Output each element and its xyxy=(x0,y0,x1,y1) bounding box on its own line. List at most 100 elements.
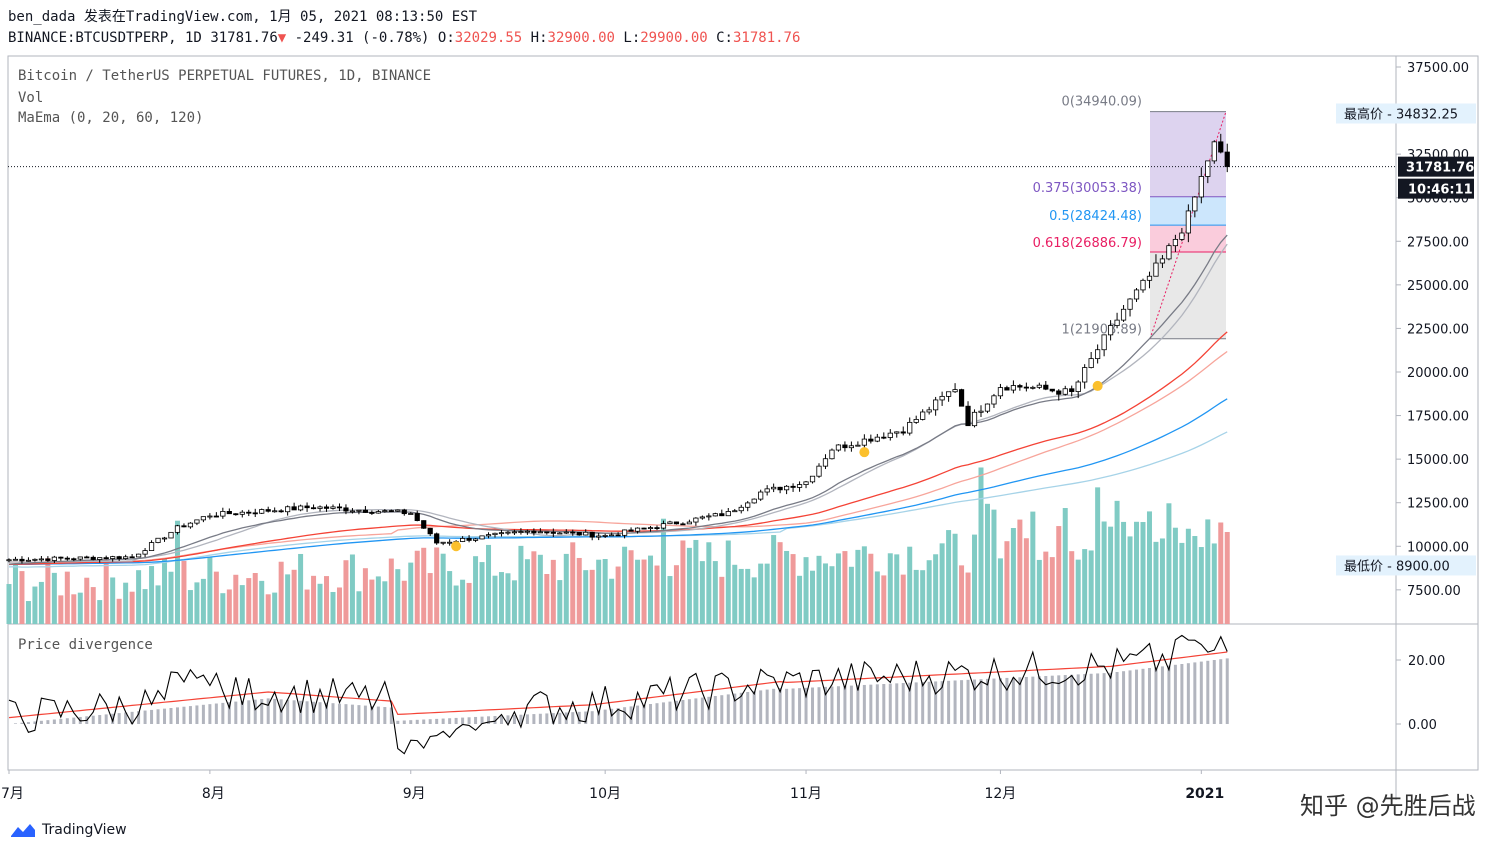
divergence-hist-bar xyxy=(888,683,892,724)
divergence-hist-bar xyxy=(331,703,335,724)
divergence-hist-bar xyxy=(817,687,821,724)
candle-body xyxy=(259,509,265,514)
candle-body xyxy=(745,502,751,508)
volume-bar xyxy=(375,576,381,624)
volume-bar xyxy=(654,565,660,624)
divergence-hist-bar xyxy=(435,718,439,724)
lowest-price-badge xyxy=(1336,555,1476,576)
candle-body xyxy=(958,389,965,407)
volume-bar xyxy=(686,547,692,624)
divergence-hist-bar xyxy=(260,699,264,724)
divergence-hist-bar xyxy=(143,710,147,724)
divergence-hist-bar xyxy=(590,711,594,724)
candle-body xyxy=(330,506,336,509)
brand-label: TradingView xyxy=(42,822,127,838)
candle-body xyxy=(285,506,291,513)
candle-body xyxy=(388,510,394,512)
volume-bar xyxy=(64,571,70,624)
divergence-hist-bar xyxy=(1018,677,1022,724)
volume-bar xyxy=(421,547,427,624)
volume-bar xyxy=(6,584,12,624)
volume-bar xyxy=(1114,500,1120,624)
volume-bar xyxy=(641,559,647,624)
divergence-hist-bar xyxy=(849,685,853,724)
time-tick-label: 10月 xyxy=(589,786,621,802)
candle-body xyxy=(19,558,25,562)
candle-body xyxy=(395,509,401,512)
open-label: O: xyxy=(437,30,455,46)
volume-bar xyxy=(162,558,168,624)
divergence-hist-bar xyxy=(1102,673,1106,724)
candle-body xyxy=(434,533,440,544)
divergence-hist-bar xyxy=(739,692,743,724)
candle-body xyxy=(1030,386,1036,389)
volume-bar xyxy=(168,571,174,624)
volume-bar xyxy=(317,583,323,624)
candle-body xyxy=(790,485,796,488)
divergence-hist-bar xyxy=(1037,676,1041,724)
price-tick-label: 27500.00 xyxy=(1407,235,1469,250)
divergence-hist-bar xyxy=(72,717,76,724)
time-tick-label: 7月 xyxy=(1,786,24,802)
candle-body xyxy=(408,513,414,515)
volume-bar xyxy=(1004,541,1010,624)
volume-bar xyxy=(1185,528,1191,624)
candle-body xyxy=(1140,279,1146,291)
divergence-hist-bar xyxy=(765,689,769,724)
volume-bar xyxy=(557,580,563,624)
price-tick-label: 22500.00 xyxy=(1407,322,1469,337)
volume-bar xyxy=(693,539,699,624)
volume-bar xyxy=(25,601,31,624)
volume-bar xyxy=(758,563,764,624)
candle-body xyxy=(667,521,673,525)
candle-body xyxy=(233,513,239,516)
divergence-hist-bar xyxy=(1070,674,1074,724)
divergence-hist-bar xyxy=(156,709,160,724)
candle-body xyxy=(622,529,628,536)
volume-bar xyxy=(635,559,641,624)
divergence-hist-bar xyxy=(273,698,277,724)
divergence-hist-bar xyxy=(1096,673,1100,724)
divergence-hist-bar xyxy=(1063,675,1067,724)
divergence-hist-bar xyxy=(370,706,374,724)
divergence-hist-bar xyxy=(46,720,50,724)
candle-body xyxy=(265,509,271,512)
divergence-hist-bar xyxy=(1193,662,1197,724)
divergence-hist-bar xyxy=(973,679,977,724)
volume-bar xyxy=(1224,532,1230,624)
candle-body xyxy=(116,556,122,559)
divergence-hist-bar xyxy=(512,715,516,724)
volume-bar xyxy=(511,580,517,624)
volume-bar xyxy=(991,509,997,624)
divergence-hist-bar xyxy=(687,699,691,724)
divergence-hist-bar xyxy=(474,716,478,724)
divergence-hist-bar xyxy=(985,678,989,724)
candle-body xyxy=(485,534,492,537)
divergence-hist-bar xyxy=(454,717,458,724)
divergence-hist-bar xyxy=(681,700,685,724)
candle-body xyxy=(297,505,304,511)
candle-body xyxy=(362,509,369,513)
legend-price-divergence: Price divergence xyxy=(18,637,153,653)
candle-body xyxy=(252,512,258,515)
candle-body xyxy=(654,527,660,530)
volume-bar xyxy=(1082,549,1088,624)
candle-body xyxy=(123,556,129,559)
ma60-line xyxy=(8,331,1228,566)
volume-bar xyxy=(90,587,96,624)
volume-bar xyxy=(349,554,355,624)
fib-label-0: 0(34940.09) xyxy=(1062,95,1142,110)
volume-bar xyxy=(97,600,103,624)
divergence-hist-bar xyxy=(208,704,212,724)
tradingview-brand[interactable]: TradingView xyxy=(10,822,127,838)
countdown-label: 10:46:11 xyxy=(1408,183,1473,198)
divergence-hist-bar xyxy=(1076,674,1080,724)
volume-bar xyxy=(965,572,971,624)
candle-body xyxy=(90,556,96,560)
candle-body xyxy=(544,531,550,534)
divergence-hist-bar xyxy=(98,715,102,724)
volume-bar xyxy=(479,562,485,624)
divergence-hist-bar xyxy=(461,717,465,724)
volume-bar xyxy=(810,570,816,624)
